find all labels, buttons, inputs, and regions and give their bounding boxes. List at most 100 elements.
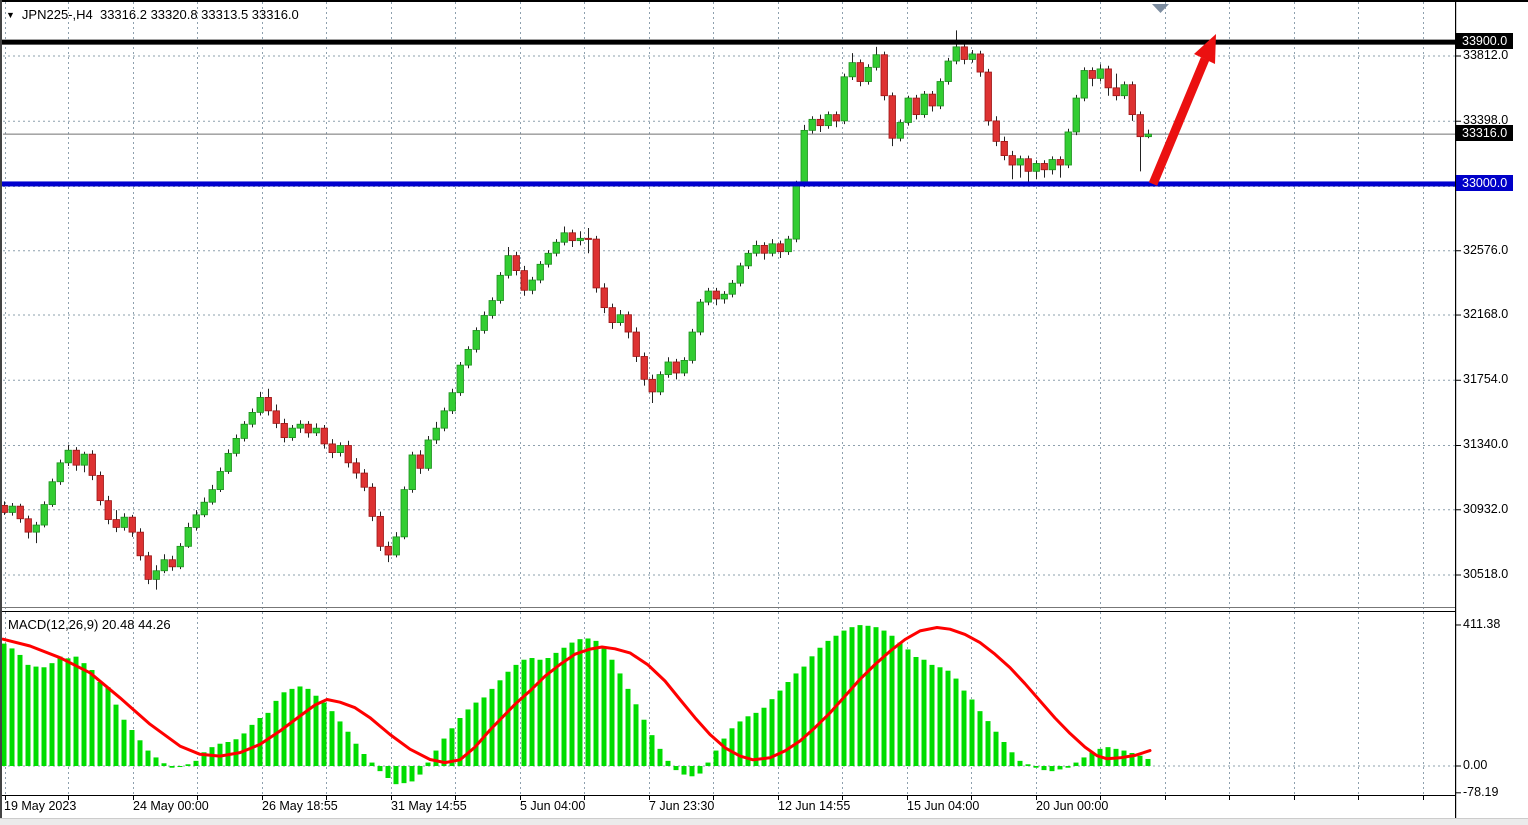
macd-histogram-bar (529, 658, 535, 766)
macd-axis-label: -78.19 (1463, 784, 1499, 799)
candle-up (200, 501, 208, 516)
time-axis-label: 15 Jun 04:00 (907, 799, 980, 813)
candle-up (896, 122, 904, 139)
macd-axis-label: 411.38 (1463, 616, 1501, 631)
candle-down (416, 454, 424, 469)
candle-down (168, 559, 176, 568)
macd-histogram-bar (121, 719, 127, 766)
candle-down (272, 410, 280, 424)
candle-down (264, 397, 272, 412)
macd-histogram-bar (433, 750, 439, 766)
macd-histogram-bar (1073, 762, 1079, 766)
candle-up (456, 364, 464, 394)
candle-down (72, 449, 80, 466)
candle-up (968, 53, 976, 60)
candle-up (792, 183, 800, 240)
macd-histogram-bar (145, 750, 151, 766)
candle-up (80, 453, 88, 466)
candle-up (688, 331, 696, 361)
candle-up (288, 427, 296, 439)
candle-up (40, 504, 48, 526)
macd-histogram-bar (105, 687, 111, 766)
candle-down (568, 232, 576, 242)
candle-up (536, 263, 544, 281)
price-axis-label: 32576.0 (1463, 242, 1509, 257)
macd-histogram-bar (913, 656, 919, 766)
macd-histogram-bar (25, 664, 31, 766)
candle-up (1032, 163, 1040, 172)
candle-down (88, 453, 96, 476)
candle-up (432, 427, 440, 441)
macd-histogram-bar (1057, 766, 1063, 770)
price-axis-label: 31340.0 (1463, 437, 1509, 452)
macd-histogram-bar (1041, 766, 1047, 771)
macd-pane-top-border (0, 611, 1456, 612)
macd-histogram-bar (313, 695, 319, 766)
candle-up (504, 255, 512, 276)
macd-histogram-bar (17, 654, 23, 766)
candle-down (304, 423, 312, 434)
candle-down (1112, 87, 1120, 97)
candle-down (1104, 68, 1112, 89)
candle-down (1056, 159, 1064, 166)
macd-histogram-bar (369, 762, 375, 766)
candle-down (600, 287, 608, 309)
candle-down (608, 307, 616, 323)
candle-up (936, 81, 944, 107)
macd-histogram-bar (1081, 757, 1087, 766)
candle-down (280, 423, 288, 439)
macd-histogram-bar (505, 671, 511, 766)
macd-histogram-bar (137, 740, 143, 766)
window-bottom-edge (0, 818, 1528, 825)
macd-histogram-bar (201, 752, 207, 766)
candle-down (584, 237, 592, 240)
candle-up (296, 423, 304, 429)
time-axis-label: 20 Jun 00:00 (1036, 799, 1109, 813)
macd-histogram-bar (601, 647, 607, 766)
candle-up (1016, 158, 1024, 166)
time-axis-label: 19 May 2023 (4, 799, 77, 813)
price-badge-current: 33900.0 (1456, 33, 1514, 50)
macd-histogram-bar (953, 678, 959, 766)
macd-histogram-bar (49, 663, 55, 766)
macd-histogram-bar (865, 625, 871, 766)
candle-down (144, 555, 152, 580)
macd-histogram-bar (321, 702, 327, 766)
macd-histogram-bar (753, 712, 759, 766)
macd-histogram-bar (1105, 747, 1111, 766)
candle-up (152, 570, 160, 580)
macd-axis-label: 0.00 (1463, 758, 1488, 772)
time-axis-label: 31 May 14:55 (391, 799, 467, 813)
macd-histogram-bar (697, 766, 703, 774)
macd-histogram-bar (81, 663, 87, 766)
candle-down (648, 378, 656, 393)
candle-down (16, 505, 24, 520)
macd-histogram-bar (305, 688, 311, 766)
macd-histogram-bar (561, 647, 567, 766)
candle-up (1072, 97, 1080, 133)
candle-up (208, 489, 216, 503)
candle-down (624, 314, 632, 333)
candle-up (680, 360, 688, 374)
macd-histogram-bar (441, 738, 447, 766)
macd-histogram-bar (361, 754, 367, 766)
macd-histogram-bar (769, 699, 775, 766)
macd-histogram-bar (329, 711, 335, 766)
macd-histogram-bar (1049, 766, 1055, 772)
window-left-border (0, 0, 2, 818)
macd-histogram-bar (521, 659, 527, 766)
macd-histogram-bar (577, 639, 583, 766)
macd-histogram-bar (497, 680, 503, 766)
candle-down (24, 518, 32, 533)
macd-histogram-bar (169, 766, 175, 768)
macd-histogram-bar (977, 711, 983, 766)
macd-histogram-bar (153, 757, 159, 766)
macd-histogram-bar (681, 766, 687, 775)
candle-up (1080, 70, 1088, 99)
candle-up (240, 423, 248, 439)
candle-down (1008, 155, 1016, 166)
macd-histogram-bar (337, 721, 343, 766)
time-axis-label: 26 May 18:55 (262, 799, 338, 813)
